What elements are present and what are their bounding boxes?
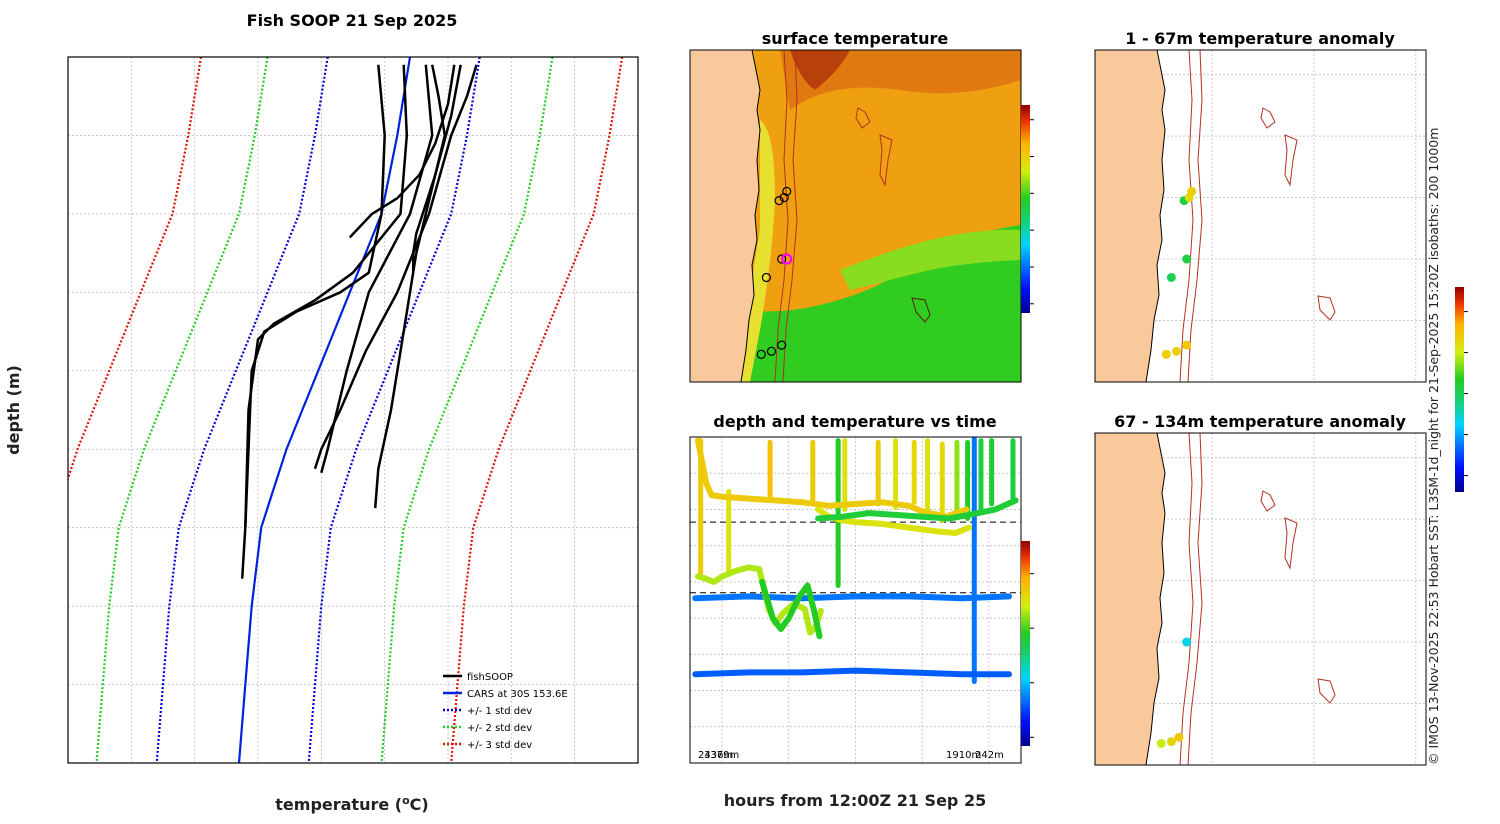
anom2-isobath-200 [1179, 433, 1194, 765]
anom1-points [1161, 186, 1197, 359]
sst-station-circle [777, 340, 787, 350]
anom2-panel: 67 - 134m temperature anomaly [1094, 412, 1427, 766]
std2-upper-line [380, 57, 554, 763]
sst-colorbar [1021, 105, 1030, 313]
timeseries-annot-right: 1910m242m [946, 750, 1004, 761]
sst-land [690, 50, 761, 382]
fishsoop-profile [320, 64, 434, 474]
anom2-map [1095, 433, 1336, 765]
sst-panel: surface temperature [689, 29, 1034, 383]
legend-std1: +/- 1 std dev [467, 706, 532, 717]
sst-seamount-2 [879, 134, 893, 187]
std2-lower-line [95, 57, 269, 763]
fishsoop-profile [373, 64, 462, 509]
legend-cars: CARS at 30S 153.6E [467, 689, 568, 700]
legend-std3: +/- 3 std dev [467, 740, 532, 751]
anomaly-point [1182, 254, 1192, 264]
anomaly-colorbar [1455, 287, 1464, 492]
anom2-seamount-3 [1317, 678, 1336, 704]
sst-station-circle [766, 346, 777, 356]
credit-text: © IMOS 13-Nov-2025 22:53 Hobart SST: L3S… [1426, 128, 1441, 765]
anomaly-point [1166, 737, 1176, 747]
sst-station-circle [774, 196, 784, 206]
anom2-seamount-2 [1284, 517, 1298, 570]
ts-series-mid2 [815, 497, 1019, 522]
std1-lower-line [155, 57, 329, 763]
timeseries-data [690, 437, 1021, 684]
anomaly-point [1161, 349, 1171, 359]
timeseries-annot-left: 2436m3379m [698, 750, 739, 761]
sst-title: surface temperature [762, 29, 949, 48]
profile-title: Fish SOOP 21 Sep 2025 [247, 11, 458, 30]
anom2-land [1095, 433, 1166, 765]
sst-isobath-200 [774, 50, 789, 382]
ts-series-wiggle2 [759, 578, 823, 640]
profile-xlabel: temperature (oC) [275, 794, 428, 814]
fishsoop-profile [313, 64, 478, 470]
timeseries-colorbar-ticks [1030, 573, 1034, 738]
anom1-seamount-2 [1284, 134, 1298, 187]
anom1-title: 1 - 67m temperature anomaly [1125, 29, 1395, 48]
sst-map [690, 50, 1021, 382]
ts-series-deep130 [692, 667, 1012, 678]
timeseries-panel: depth and temperature vs time 2436m3379m… [689, 412, 1034, 810]
sst-seamount-1 [855, 107, 871, 129]
sst-station-circle [756, 349, 766, 359]
sst-station-circle [779, 192, 789, 203]
sst-station-circle [777, 254, 787, 264]
profile-ylabel: depth (m) [4, 365, 23, 455]
anom1-isobath-1000 [1187, 50, 1203, 382]
sst-hot-core [790, 50, 850, 90]
cars-location-marker [781, 253, 793, 265]
std1-upper-line [307, 57, 481, 763]
sst-colorbar-ticks [1030, 119, 1034, 305]
anomaly-point [1174, 732, 1184, 742]
profile-lines [68, 57, 624, 763]
fishsoop-profile [244, 64, 409, 528]
sst-station-circle [782, 186, 792, 197]
anomaly-point [1166, 272, 1176, 282]
std3-upper-line [450, 57, 624, 763]
legend-std2: +/- 2 std dev [467, 723, 532, 734]
timeseries-xlabel: hours from 12:00Z 21 Sep 25 [724, 791, 986, 810]
timeseries-colorbar [1021, 541, 1030, 746]
anomaly-point [1156, 738, 1166, 748]
anom1-frame [1094, 49, 1427, 383]
anom1-seamount-3 [1317, 295, 1336, 321]
anom1-isobath-200 [1179, 50, 1194, 382]
profile-grid [68, 57, 638, 763]
anom2-title: 67 - 134m temperature anomaly [1114, 412, 1406, 431]
anom2-seamount-1 [1260, 490, 1276, 512]
sst-seamount-3 [911, 297, 931, 323]
anomaly-colorbar-ticks [1464, 311, 1468, 477]
profile-frame [67, 56, 639, 764]
anom1-land [1095, 50, 1166, 382]
ts-series-deep90 [692, 593, 1012, 602]
fishsoop-profile [348, 64, 456, 239]
fishsoop-profile [240, 64, 386, 579]
anomaly-point [1187, 186, 1197, 196]
anomaly-point [1182, 340, 1192, 350]
anom1-map [1095, 50, 1336, 382]
profile-panel: Fish SOOP 21 Sep 2025 temperature (oC) d… [4, 11, 639, 814]
anom1-seamount-1 [1260, 107, 1276, 129]
sst-front [840, 229, 1021, 290]
profile-legend: fishSOOP CARS at 30S 153.6E +/- 1 std de… [443, 672, 568, 751]
timeseries-title: depth and temperature vs time [713, 412, 996, 431]
anom2-isobath-1000 [1187, 433, 1203, 765]
anom1-panel: 1 - 67m temperature anomaly [1094, 29, 1427, 383]
anomaly-point [1182, 637, 1192, 647]
anom2-frame [1094, 432, 1427, 766]
anomaly-point [1171, 346, 1181, 356]
sst-isobath-1000 [782, 50, 798, 382]
sst-station-markers [756, 186, 793, 359]
sst-station-circle [761, 272, 771, 283]
legend-fishsoop: fishSOOP [467, 672, 513, 683]
std3-lower-line [68, 57, 203, 483]
anom2-points [1156, 637, 1192, 748]
